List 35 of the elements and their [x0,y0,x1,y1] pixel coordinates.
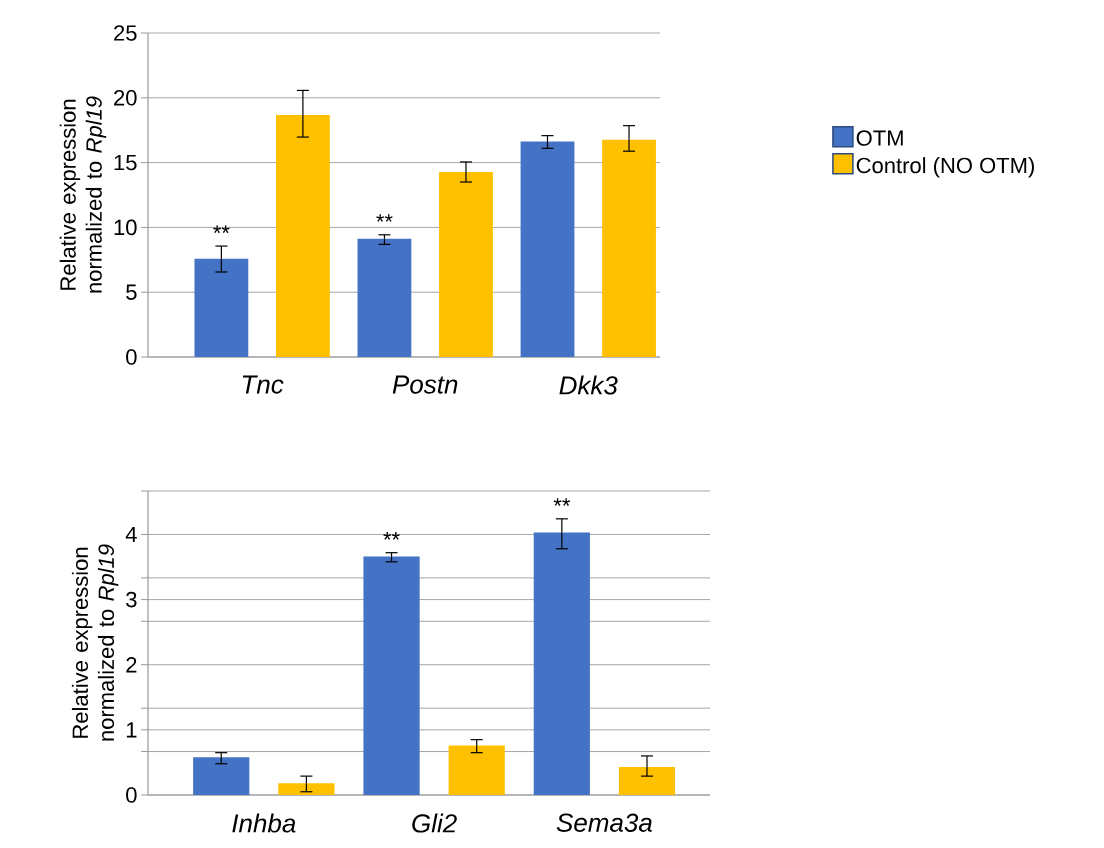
bar [602,139,656,357]
y-tick-label: 20 [114,90,137,106]
bar [278,783,335,796]
bar [194,258,249,357]
bar [520,141,575,357]
x-tick-label: Inhba [232,813,296,833]
bar [276,115,330,357]
bar [618,767,676,796]
y-tick-label: 10 [114,219,137,236]
legend-label: Control (NO OTM) [856,157,1034,178]
y-tick-label: 0 [126,349,137,365]
bar [357,238,412,357]
x-tick-label: Sema3a [556,813,652,832]
bar [363,556,420,796]
annotation: ** [383,532,400,540]
bar [439,172,493,357]
annotation: ** [553,498,571,506]
annotation: ** [213,225,230,234]
y-tick-label: 25 [114,25,137,41]
y-tick-label: 1 [126,722,137,738]
y-tick-label: 2 [126,657,137,673]
x-tick-label: Postn [392,375,458,394]
legend-label: OTM [856,130,903,146]
y-tick-label: 0 [126,787,137,803]
x-tick-label: Tnc [242,375,284,394]
bar [193,757,250,796]
bar [448,745,505,796]
y-tick-label: 15 [114,154,137,171]
bar [533,532,590,796]
y-tick-label: 3 [126,591,137,608]
x-tick-label: Dkk3 [559,375,618,395]
annotation: ** [376,214,393,222]
y-tick-label: 4 [125,526,137,543]
y-tick-label: 5 [126,284,137,300]
x-tick-label: Gli2 [412,813,457,833]
